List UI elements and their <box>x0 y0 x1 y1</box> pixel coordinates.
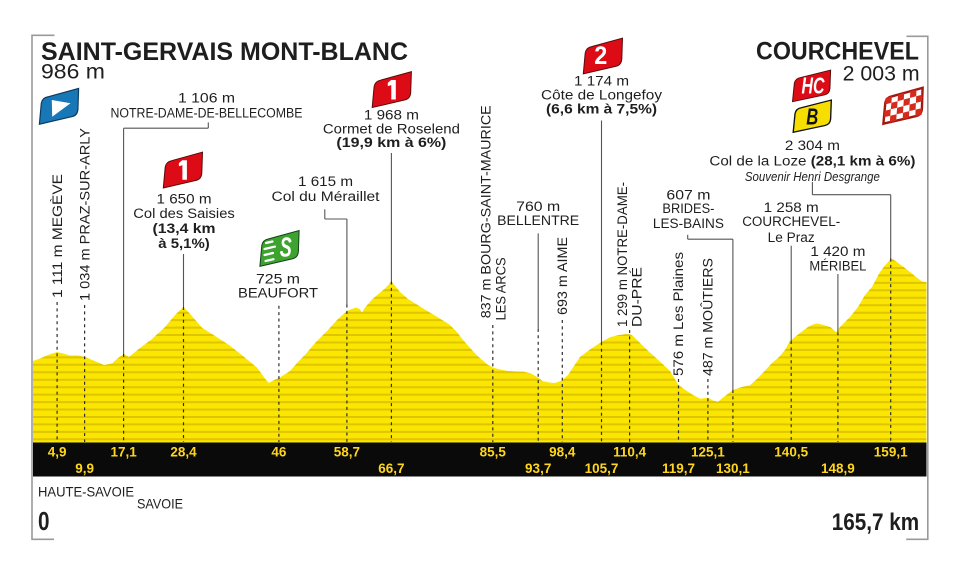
svg-text:BRIDES-: BRIDES- <box>662 201 714 216</box>
svg-text:837 m BOURG-SAINT-MAURICE: 837 m BOURG-SAINT-MAURICE <box>477 105 493 318</box>
svg-text:66,7: 66,7 <box>378 461 404 476</box>
svg-text:COURCHEVEL: COURCHEVEL <box>756 38 919 66</box>
svg-text:SAINT-GERVAIS MONT-BLANC: SAINT-GERVAIS MONT-BLANC <box>41 38 408 66</box>
svg-text:140,5: 140,5 <box>774 445 808 460</box>
svg-text:17,1: 17,1 <box>110 445 137 460</box>
svg-text:1 034 m PRAZ-SUR-ARLY: 1 034 m PRAZ-SUR-ARLY <box>76 127 92 301</box>
svg-text:Col du Méraillet: Col du Méraillet <box>272 189 380 204</box>
svg-text:LES-BAINS: LES-BAINS <box>653 216 724 231</box>
svg-text:DU-PRÉ: DU-PRÉ <box>629 267 645 327</box>
svg-text:0: 0 <box>38 506 50 536</box>
svg-text:693 m AIME: 693 m AIME <box>554 237 570 315</box>
svg-text:125,1: 125,1 <box>691 445 725 460</box>
svg-text:2 304 m: 2 304 m <box>785 138 840 153</box>
svg-text:58,7: 58,7 <box>334 445 360 460</box>
svg-text:(6,6 km à 7,5%): (6,6 km à 7,5%) <box>546 102 657 117</box>
svg-text:1 615 m: 1 615 m <box>298 174 353 189</box>
svg-text:2 003 m: 2 003 m <box>843 63 920 86</box>
svg-text:1 111 m MEGÈVE: 1 111 m MEGÈVE <box>49 174 65 298</box>
svg-text:85,5: 85,5 <box>480 445 507 460</box>
svg-text:Souvenir Henri Desgrange: Souvenir Henri Desgrange <box>745 170 880 184</box>
svg-text:BEAUFORT: BEAUFORT <box>238 286 318 301</box>
svg-text:S: S <box>280 232 292 263</box>
svg-text:110,4: 110,4 <box>613 445 647 460</box>
svg-text:Côte de Longefoy: Côte de Longefoy <box>541 88 662 103</box>
svg-text:HAUTE-SAVOIE: HAUTE-SAVOIE <box>38 484 134 500</box>
svg-text:1 106 m: 1 106 m <box>178 91 235 106</box>
svg-text:1 968 m: 1 968 m <box>364 108 419 123</box>
svg-text:(19,9 km à 6%): (19,9 km à 6%) <box>336 135 446 150</box>
svg-text:760 m: 760 m <box>516 199 560 214</box>
svg-text:1 650 m: 1 650 m <box>157 192 212 207</box>
svg-text:46: 46 <box>271 445 287 460</box>
svg-text:Col de la Loze (28,1 km à 6%): Col de la Loze (28,1 km à 6%) <box>709 154 915 169</box>
svg-text:159,1: 159,1 <box>874 445 908 460</box>
svg-text:2: 2 <box>594 42 607 70</box>
svg-text:SAVOIE: SAVOIE <box>137 496 183 512</box>
svg-text:105,7: 105,7 <box>585 461 619 476</box>
svg-text:1 174 m: 1 174 m <box>574 74 629 89</box>
svg-text:130,1: 130,1 <box>716 461 750 476</box>
svg-text:Col des Saisies: Col des Saisies <box>133 206 235 221</box>
svg-text:93,7: 93,7 <box>525 461 551 476</box>
svg-text:98,4: 98,4 <box>549 445 576 460</box>
svg-text:576 m Les Plaines: 576 m Les Plaines <box>670 252 686 376</box>
svg-text:28,4: 28,4 <box>170 445 197 460</box>
svg-text:1 420 m: 1 420 m <box>810 244 865 259</box>
svg-text:BELLENTRE: BELLENTRE <box>497 213 579 228</box>
svg-text:MÉRIBEL: MÉRIBEL <box>809 259 866 274</box>
svg-text:LES ARCS: LES ARCS <box>493 257 509 320</box>
svg-text:4,9: 4,9 <box>48 445 67 460</box>
svg-text:HC: HC <box>802 72 825 98</box>
svg-text:COURCHEVEL-: COURCHEVEL- <box>742 214 840 229</box>
svg-text:119,7: 119,7 <box>662 461 695 476</box>
svg-text:9,9: 9,9 <box>75 461 94 476</box>
svg-text:1 299 m NOTRE-DAME-: 1 299 m NOTRE-DAME- <box>614 182 630 327</box>
svg-text:à 5,1%): à 5,1%) <box>158 236 210 251</box>
svg-text:725 m: 725 m <box>256 272 300 287</box>
svg-text:165,7 km: 165,7 km <box>832 509 919 536</box>
svg-text:1 258 m: 1 258 m <box>764 200 819 215</box>
svg-text:B: B <box>806 104 818 130</box>
svg-text:Cormet de Roselend: Cormet de Roselend <box>323 122 460 137</box>
svg-text:607 m: 607 m <box>666 188 710 203</box>
svg-text:487 m MOÛTIERS: 487 m MOÛTIERS <box>700 258 716 376</box>
svg-text:Le Praz: Le Praz <box>768 230 815 245</box>
svg-text:148,9: 148,9 <box>821 461 855 476</box>
svg-text:(13,4 km: (13,4 km <box>153 221 216 236</box>
svg-text:986 m: 986 m <box>41 61 105 84</box>
svg-text:NOTRE-DAME-DE-BELLECOMBE: NOTRE-DAME-DE-BELLECOMBE <box>111 106 303 121</box>
